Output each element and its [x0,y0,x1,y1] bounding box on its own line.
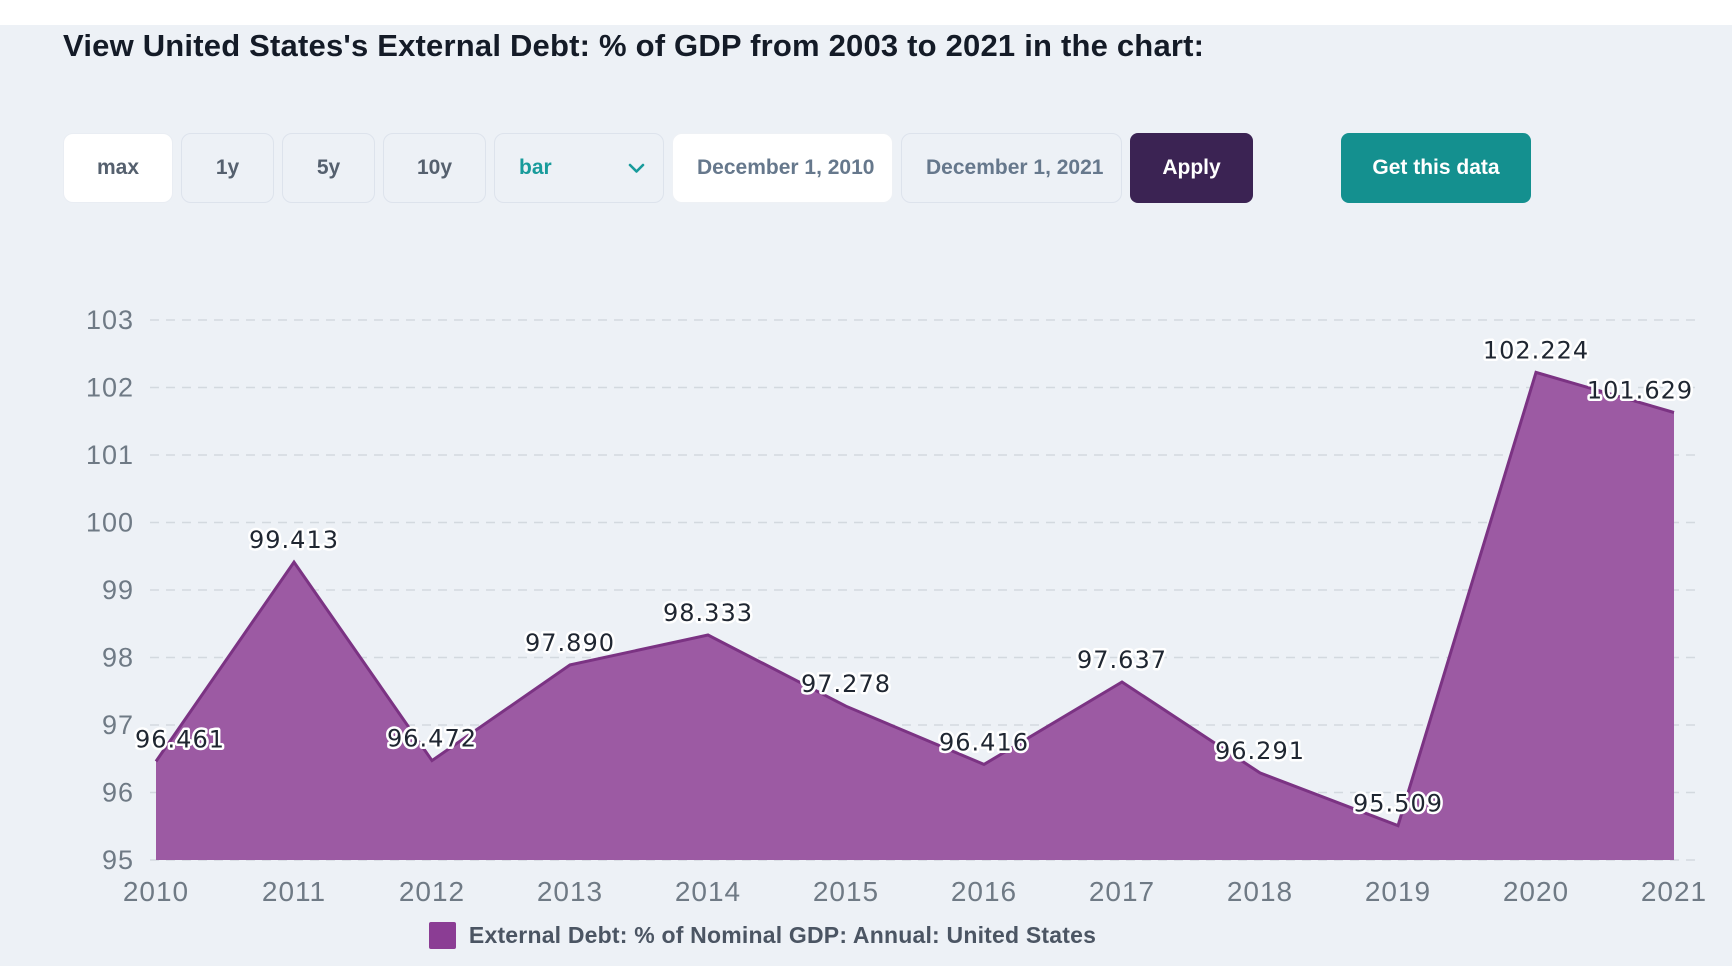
y-tick-label: 96 [102,778,134,808]
x-tick-label: 2020 [1503,876,1569,907]
x-tick-label: 2017 [1089,876,1155,907]
end-date-input[interactable] [901,133,1122,203]
y-tick-label: 102 [86,373,134,403]
data-label: 96.461 [135,725,225,753]
data-label: 95.509 [1353,790,1443,818]
data-label: 96.472 [387,725,477,753]
y-tick-label: 95 [102,845,134,875]
x-tick-label: 2014 [675,876,741,907]
data-label: 101.629 [1587,377,1693,405]
data-label: 99.413 [249,526,339,554]
start-date-input[interactable] [672,133,893,203]
x-tick-label: 2019 [1365,876,1431,907]
range-button-10y[interactable]: 10y [383,133,486,203]
x-tick-label: 2016 [951,876,1017,907]
chart-type-select[interactable]: bar [494,133,664,203]
range-buttons-group: max 1y 5y 10y [63,133,486,203]
y-tick-label: 100 [86,508,134,538]
get-this-data-button[interactable]: Get this data [1341,133,1531,203]
data-label: 97.637 [1077,646,1167,674]
chevron-down-icon [628,163,645,173]
y-tick-label: 99 [102,575,134,605]
range-button-5y[interactable]: 5y [282,133,375,203]
area-series[interactable] [156,372,1674,860]
x-tick-label: 2010 [123,876,189,907]
data-label: 102.224 [1483,336,1589,364]
series-line [154,370,1675,828]
chart-type-value: bar [519,156,552,179]
y-tick-label: 101 [86,440,134,470]
chart-legend: External Debt: % of Nominal GDP: Annual:… [0,922,1525,949]
y-tick-label: 103 [86,305,134,335]
data-label: 96.416 [939,728,1029,756]
x-tick-label: 2021 [1641,876,1707,907]
data-label: 96.291 [1215,737,1305,765]
legend-label: External Debt: % of Nominal GDP: Annual:… [468,922,1097,948]
data-label: 98.333 [663,599,753,627]
x-tick-label: 2018 [1227,876,1293,907]
x-tick-label: 2015 [813,876,879,907]
x-tick-label: 2013 [537,876,603,907]
data-label: 97.890 [525,629,615,657]
apply-button[interactable]: Apply [1130,133,1253,203]
page-title: View United States's External Debt: % of… [63,28,1205,63]
x-tick-label: 2012 [399,876,465,907]
legend-swatch [428,922,456,949]
x-tick-label: 2011 [262,876,326,907]
range-button-max[interactable]: max [63,133,173,203]
data-label: 97.278 [801,670,891,698]
y-tick-label: 97 [102,710,134,740]
top-white-strip [0,0,1732,25]
range-button-1y[interactable]: 1y [181,133,274,203]
y-tick-label: 98 [102,643,134,673]
